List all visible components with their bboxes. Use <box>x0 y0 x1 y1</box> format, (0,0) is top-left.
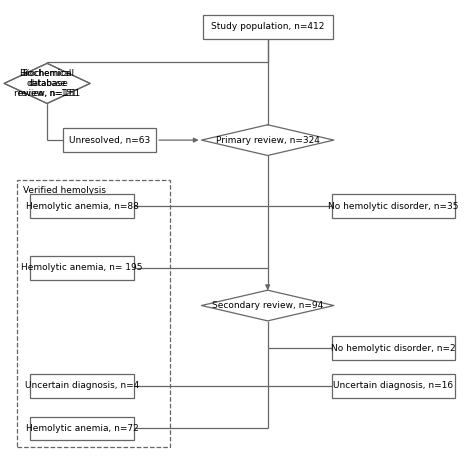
FancyBboxPatch shape <box>64 128 156 152</box>
FancyBboxPatch shape <box>331 374 455 398</box>
FancyBboxPatch shape <box>30 374 134 398</box>
FancyBboxPatch shape <box>30 256 134 280</box>
Polygon shape <box>201 290 334 321</box>
Text: Hemolytic anemia, n= 195: Hemolytic anemia, n= 195 <box>21 263 143 272</box>
Text: No hemolytic disorder, n=35: No hemolytic disorder, n=35 <box>328 202 458 211</box>
Text: Unresolved, n=63: Unresolved, n=63 <box>69 136 150 145</box>
Polygon shape <box>201 125 334 155</box>
Polygon shape <box>4 64 90 103</box>
Text: Uncertain diagnosis, n=16: Uncertain diagnosis, n=16 <box>333 382 453 391</box>
Text: No hemolytic disorder, n=2: No hemolytic disorder, n=2 <box>331 344 456 353</box>
Text: Study population, n=412: Study population, n=412 <box>211 22 324 31</box>
FancyBboxPatch shape <box>203 15 333 38</box>
FancyBboxPatch shape <box>30 194 134 218</box>
FancyBboxPatch shape <box>30 417 134 440</box>
Text: Hemolytic anemia, n=72: Hemolytic anemia, n=72 <box>26 424 138 433</box>
FancyBboxPatch shape <box>331 194 455 218</box>
Text: Biochemical
database
review, n=151: Biochemical database review, n=151 <box>14 69 80 98</box>
Text: Verified hemolysis: Verified hemolysis <box>23 186 106 195</box>
Polygon shape <box>4 64 90 103</box>
Text: Secondary review, n=94: Secondary review, n=94 <box>212 301 323 310</box>
FancyBboxPatch shape <box>331 336 455 360</box>
Text: Hemolytic anemia, n=88: Hemolytic anemia, n=88 <box>26 202 138 211</box>
Text: Primary review, n=324: Primary review, n=324 <box>216 136 319 145</box>
Text: Biochemical
database
review, n=151: Biochemical database review, n=151 <box>18 69 76 98</box>
Text: Uncertain diagnosis, n=4: Uncertain diagnosis, n=4 <box>25 382 139 391</box>
